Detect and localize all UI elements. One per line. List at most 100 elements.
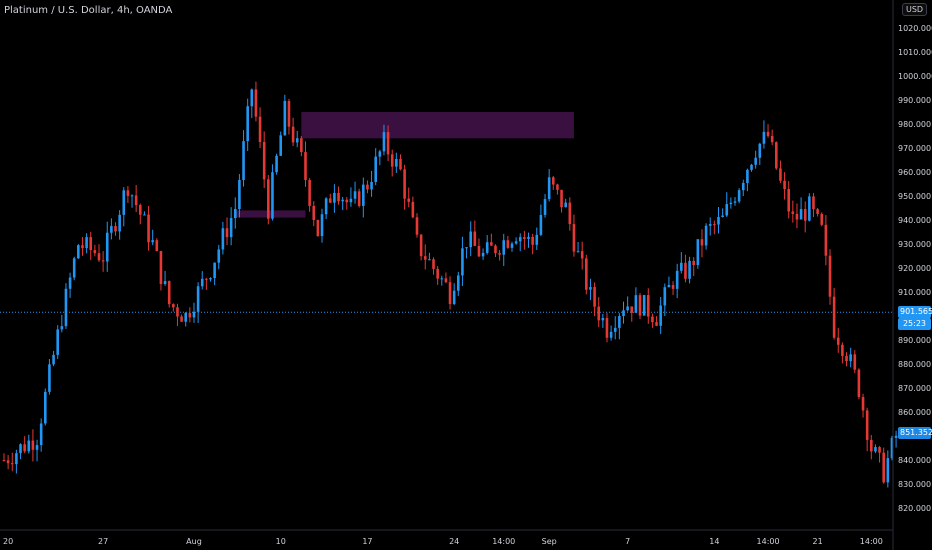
x-tick-label: 14:00 [860, 537, 883, 546]
candle [291, 117, 295, 147]
candle [618, 313, 621, 340]
candle [849, 347, 852, 368]
candle [812, 193, 815, 218]
candle [841, 342, 844, 364]
candle [48, 358, 51, 395]
candle [461, 236, 464, 286]
candle [143, 211, 146, 216]
candle [506, 235, 510, 249]
candle [27, 434, 31, 454]
candle [374, 148, 377, 186]
currency-button[interactable]: USD [902, 3, 928, 16]
y-tick-label: 870.000 [898, 384, 931, 393]
candle [188, 307, 192, 323]
candle [523, 230, 526, 250]
candle [440, 275, 444, 286]
candle [556, 183, 559, 195]
y-tick-label: 920.000 [898, 264, 931, 273]
x-tick-label: 21 [813, 537, 823, 546]
y-tick-label: 1000.000 [898, 72, 932, 81]
candle [828, 249, 832, 305]
candle [609, 325, 613, 341]
candle [626, 296, 629, 312]
candle [238, 174, 241, 218]
candle [659, 296, 662, 335]
candle [585, 254, 588, 295]
candle [316, 219, 320, 237]
candle [708, 217, 712, 236]
candle [411, 196, 415, 219]
candle [448, 276, 452, 310]
candle [382, 124, 386, 156]
candle [246, 98, 249, 152]
candle [882, 447, 885, 484]
candle [531, 233, 534, 255]
candle [262, 131, 266, 189]
candle [543, 194, 547, 218]
candle [638, 292, 642, 320]
candle [746, 168, 749, 192]
candle [630, 306, 634, 322]
candle [419, 234, 423, 261]
candle [671, 281, 675, 295]
chart-title: Platinum / U.S. Dollar, 4h, OANDA [4, 5, 173, 16]
candle [172, 303, 175, 312]
candle [151, 229, 154, 246]
candle [754, 150, 757, 169]
candle [205, 277, 208, 290]
candle [894, 430, 898, 448]
candle [163, 270, 167, 286]
candle [242, 130, 245, 187]
candle [35, 439, 39, 462]
supply-zone-2[interactable] [235, 210, 306, 218]
candle [799, 197, 803, 220]
candle [423, 244, 427, 270]
candle [349, 187, 353, 207]
x-tick-label: Aug [186, 537, 202, 546]
candle [444, 272, 448, 284]
y-tick-label: 950.000 [898, 192, 931, 201]
y-tick-label: 940.000 [898, 216, 931, 225]
x-tick-label: Sep [542, 537, 557, 546]
candle [52, 350, 55, 367]
candle [370, 170, 373, 197]
candle [576, 241, 580, 253]
candle [390, 149, 394, 177]
candle [737, 188, 741, 204]
candle [853, 350, 857, 374]
candle [560, 189, 563, 213]
candle [77, 244, 80, 259]
countdown-label: 25:23 [898, 318, 931, 331]
candle [803, 201, 807, 233]
candle [39, 418, 43, 452]
candle [605, 312, 609, 343]
candle [60, 314, 64, 333]
candle [473, 220, 477, 247]
candle [176, 303, 179, 326]
candle [597, 297, 601, 328]
candle [105, 221, 109, 272]
candle [300, 136, 303, 157]
candle [19, 443, 22, 460]
candle [766, 124, 770, 138]
candle [770, 129, 774, 146]
candle [700, 229, 704, 258]
candle [791, 200, 795, 223]
candle [386, 125, 390, 162]
supply-zone-1[interactable] [301, 112, 574, 139]
y-tick-label: 830.000 [898, 480, 931, 489]
candle [31, 429, 35, 462]
candle [217, 244, 221, 270]
candle [279, 131, 283, 157]
candle [613, 316, 617, 340]
candle [857, 368, 861, 400]
candle [494, 244, 497, 258]
x-tick-label: 24 [449, 537, 459, 546]
y-tick-label: 880.000 [898, 360, 931, 369]
candle [56, 325, 59, 360]
candle [428, 252, 431, 261]
candle [432, 257, 435, 275]
candle [366, 180, 369, 194]
candle [518, 233, 522, 252]
